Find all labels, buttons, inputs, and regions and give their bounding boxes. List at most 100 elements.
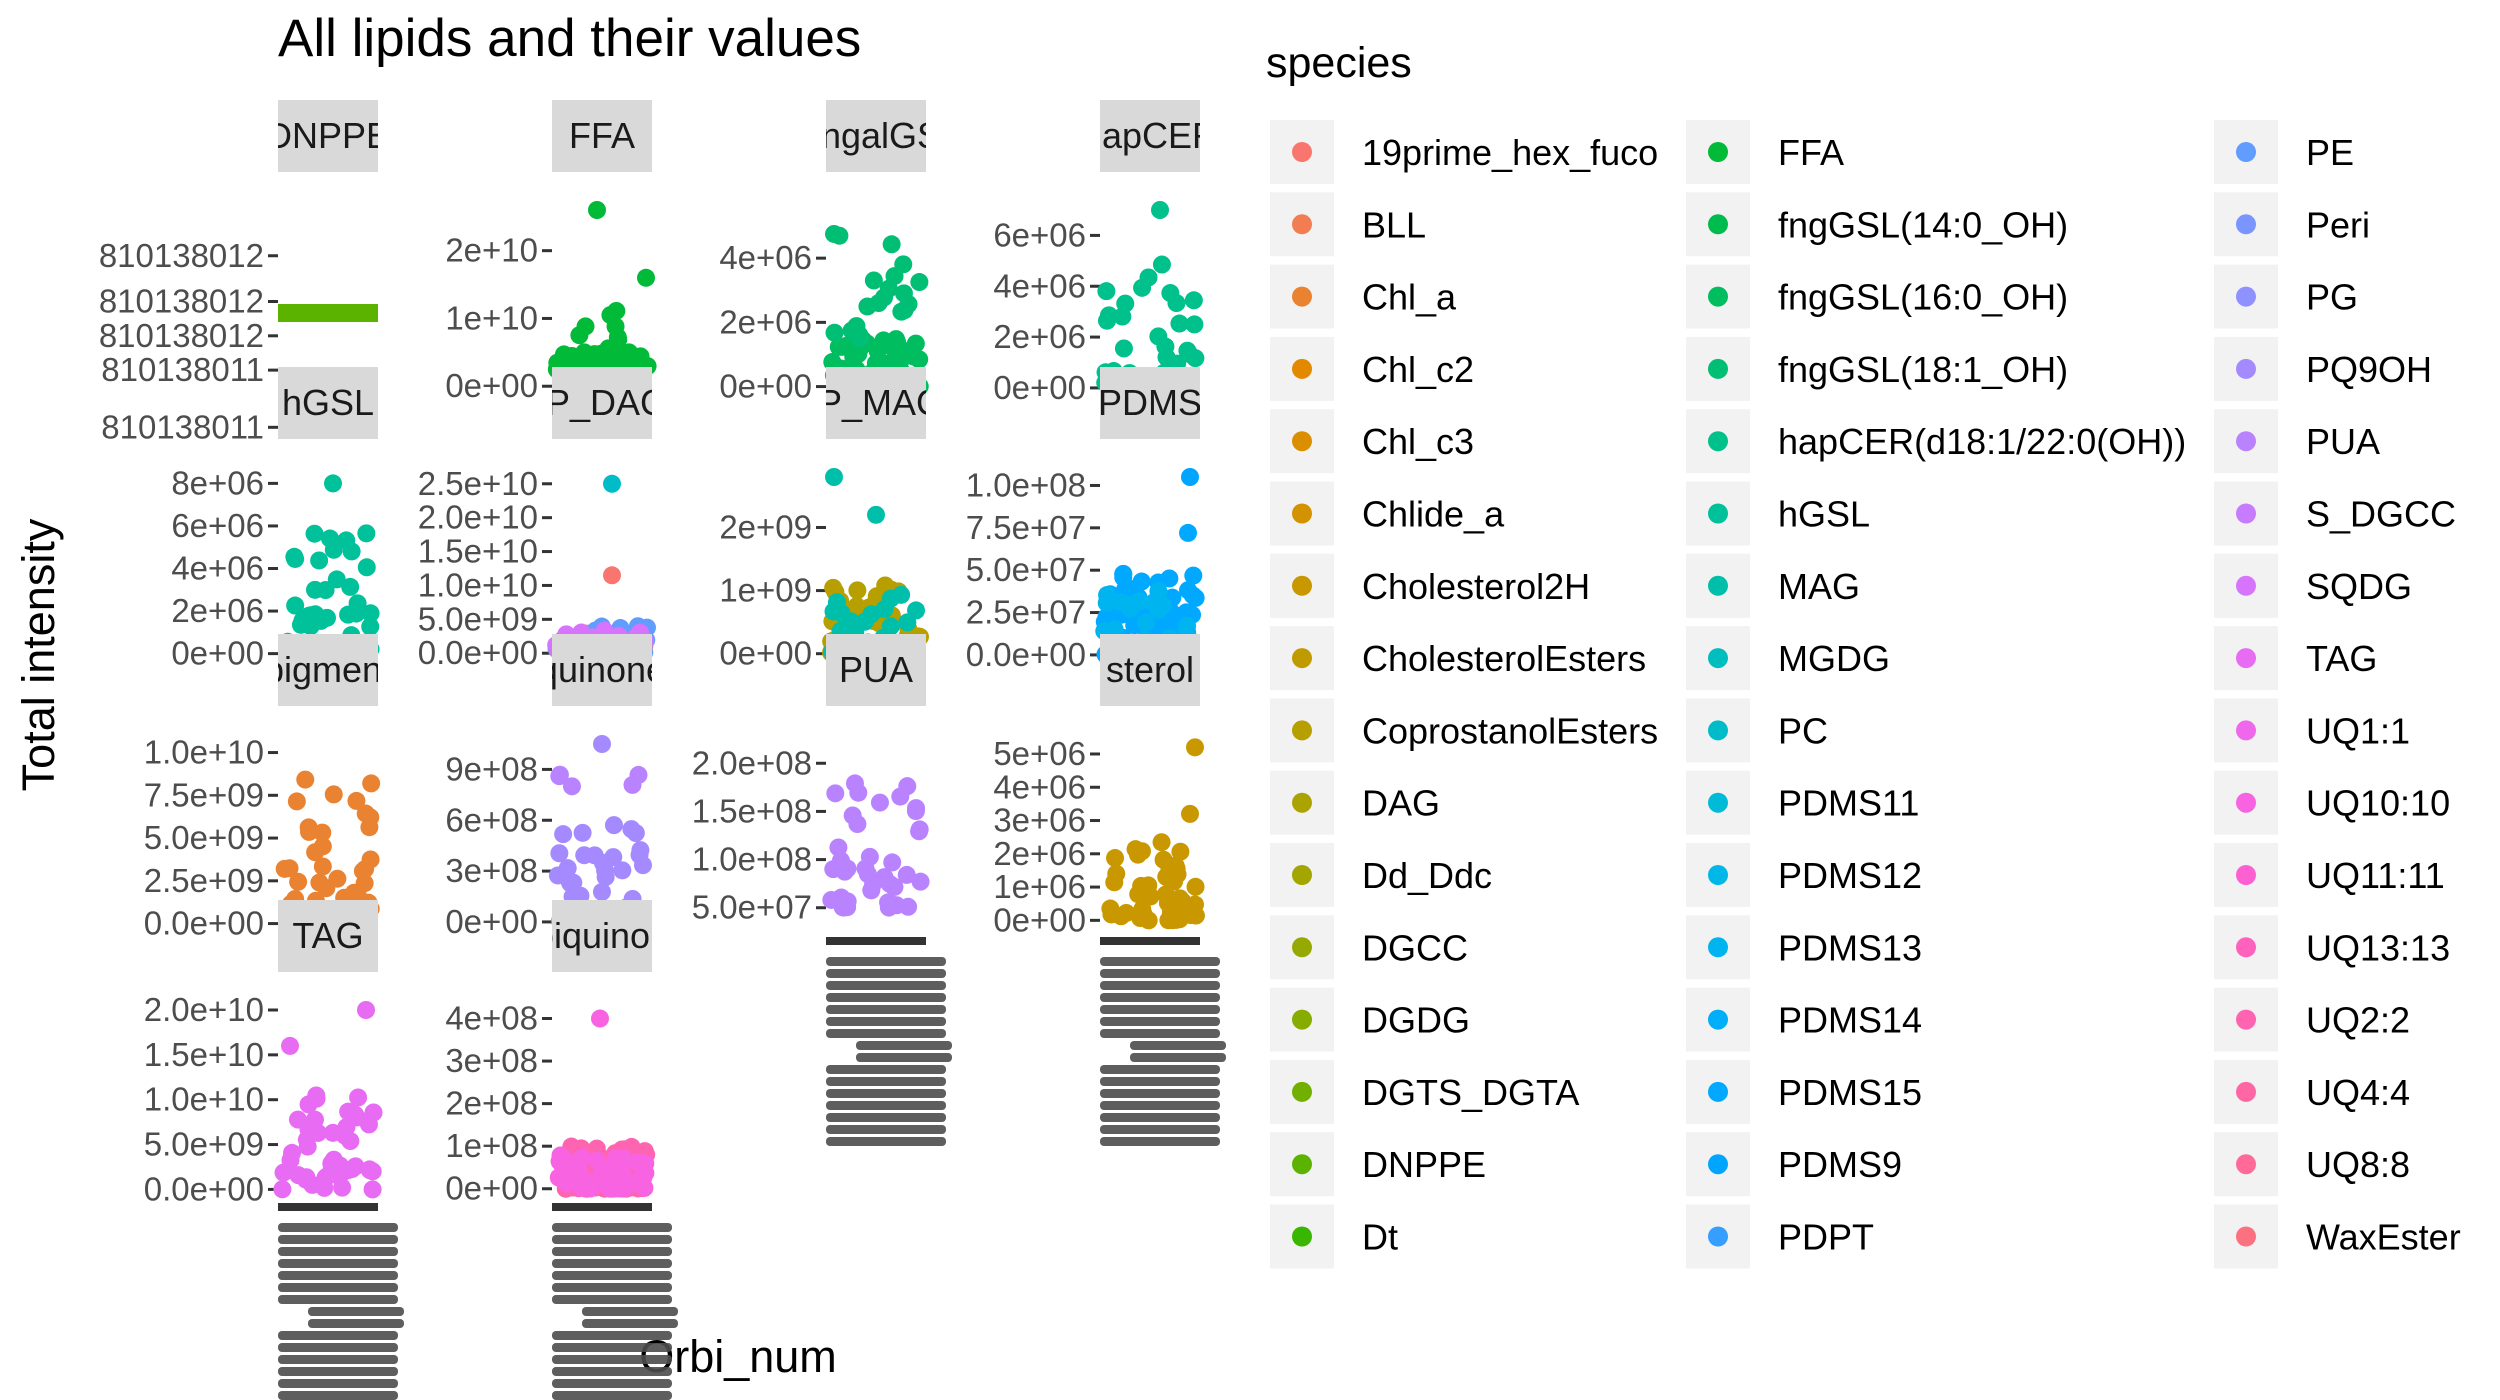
data-point	[357, 558, 376, 577]
legend-item: Peri	[2214, 192, 2370, 257]
facet-strip	[826, 634, 926, 706]
data-point	[1185, 315, 1204, 334]
data-point	[562, 777, 581, 796]
facet-panel: PDMS 1.0e+08 7.5e+07 5.0e+07 2.5e+07 0.0e+00	[966, 367, 1205, 673]
y-tick-label: 3e+08	[445, 1042, 538, 1079]
facet-strip	[1100, 367, 1200, 439]
data-point	[308, 1123, 327, 1142]
legend-item: Dt	[1270, 1204, 1398, 1269]
x-axis-ticks	[1100, 937, 1200, 945]
legend-item: Chl_a	[1270, 264, 1457, 329]
x-tick-labels	[1100, 937, 1226, 1146]
data-point	[881, 617, 900, 636]
facet-strip-label: ubiquinone	[514, 915, 690, 956]
legend-marker	[1708, 142, 1728, 162]
y-tick-label: 2e+09	[719, 508, 812, 545]
legend-item: PG	[2214, 264, 2358, 329]
data-point	[604, 816, 623, 835]
y-tick-label: 4e+06	[993, 267, 1086, 304]
legend-item: PDPT	[1686, 1204, 1874, 1269]
y-tick-label: 810138011	[101, 408, 264, 445]
data-point	[1180, 344, 1199, 363]
y-axis-label: Total intensity	[13, 518, 64, 791]
data-point	[829, 838, 848, 857]
data-point	[1151, 201, 1169, 219]
data-point	[360, 1160, 379, 1179]
data-point	[1145, 593, 1164, 612]
legend-item: PDMS15	[1686, 1059, 1922, 1124]
data-point	[1139, 911, 1158, 930]
x-tick-label-stack	[278, 1271, 398, 1280]
legend-label: fngGSL(16:0_OH)	[1778, 277, 2068, 318]
facet-strip-label: quinone	[538, 649, 666, 690]
facet-strip	[826, 100, 926, 172]
data-point	[1097, 282, 1116, 301]
legend-label: Peri	[2306, 204, 2370, 245]
y-tick-label: 0.0e+00	[144, 1170, 264, 1207]
y-tick-label: 2.0e+10	[418, 499, 538, 536]
data-point	[1181, 468, 1199, 486]
facet-panel: IP_DAG 2.5e+102.0e+101.5e+101.0e+105.0e+0…	[418, 367, 656, 671]
data-point	[1136, 613, 1155, 632]
legend-item: UQ2:2	[2214, 987, 2410, 1052]
data-point	[1114, 339, 1133, 358]
data-point	[910, 820, 929, 839]
legend-marker	[1292, 648, 1312, 669]
y-tick-label: 2.5e+10	[418, 465, 538, 502]
facet-panel: IP_MAG 2e+09 1e+09 0e+00	[719, 367, 929, 672]
data-point	[897, 865, 916, 884]
legend-marker	[2236, 1154, 2256, 1175]
data-point	[826, 784, 845, 803]
data-point	[333, 1178, 352, 1197]
x-tick-label-stack	[552, 1235, 672, 1244]
legend-label: PDPT	[1778, 1217, 1874, 1258]
legend-item: Chlide_a	[1270, 481, 1505, 546]
data-point	[1181, 804, 1199, 823]
data-point	[286, 596, 305, 615]
legend-marker	[1708, 214, 1728, 235]
legend-label: UQ4:4	[2306, 1072, 2410, 1113]
legend-marker	[1708, 792, 1728, 813]
data-point	[613, 1148, 632, 1167]
y-tick-label: 2.0e+08	[692, 744, 812, 781]
x-tick-label-stack	[826, 1101, 946, 1110]
data-point	[591, 1009, 609, 1028]
y-tick-label: 0e+00	[445, 367, 538, 404]
legend-label: hGSL	[1778, 494, 1870, 535]
legend-marker	[1708, 1081, 1728, 1102]
data-point	[1160, 569, 1179, 588]
data-point	[337, 531, 356, 550]
x-tick-label-stack	[552, 1295, 672, 1304]
y-tick-label: 5.0e+09	[418, 600, 538, 637]
x-tick-label-stack	[1100, 1029, 1220, 1038]
legend-marker	[2236, 937, 2256, 958]
x-tick-label-stack	[552, 1379, 672, 1388]
legend-label: Dd_Ddc	[1362, 855, 1492, 896]
facet-strip-label: hapCER	[1082, 115, 1218, 156]
legend-item: PDMS13	[1686, 915, 1922, 980]
legend-item: UQ13:13	[2214, 915, 2450, 980]
data-point	[307, 1086, 326, 1105]
facet-panel: pigment 1.0e+10 7.5e+09 5.0e+09 2.5e+09 0.0e+…	[144, 634, 381, 942]
legend-label: BLL	[1362, 204, 1426, 245]
data-point	[870, 793, 889, 812]
data-point	[1186, 877, 1205, 896]
x-tick-label-stack	[1100, 1065, 1220, 1074]
x-tick-label-stack	[582, 1307, 678, 1316]
x-tick-label-stack	[1130, 1041, 1226, 1050]
y-tick-label: 2e+06	[993, 318, 1086, 355]
y-tick-label: 2.0e+10	[144, 991, 264, 1028]
legend-item: CholesterolEsters	[1270, 626, 1646, 691]
data-point	[847, 597, 866, 616]
facet-strip	[278, 634, 378, 706]
data-point	[614, 1179, 633, 1198]
legend-item: UQ4:4	[2214, 1059, 2410, 1124]
data-point	[898, 613, 917, 632]
facet-strip	[278, 900, 378, 972]
x-tick-label-stack	[826, 1125, 946, 1134]
x-tick-label-stack	[278, 1343, 398, 1352]
data-point	[300, 822, 319, 841]
x-tick-label-stack	[278, 1235, 398, 1244]
data-point	[551, 1146, 570, 1165]
